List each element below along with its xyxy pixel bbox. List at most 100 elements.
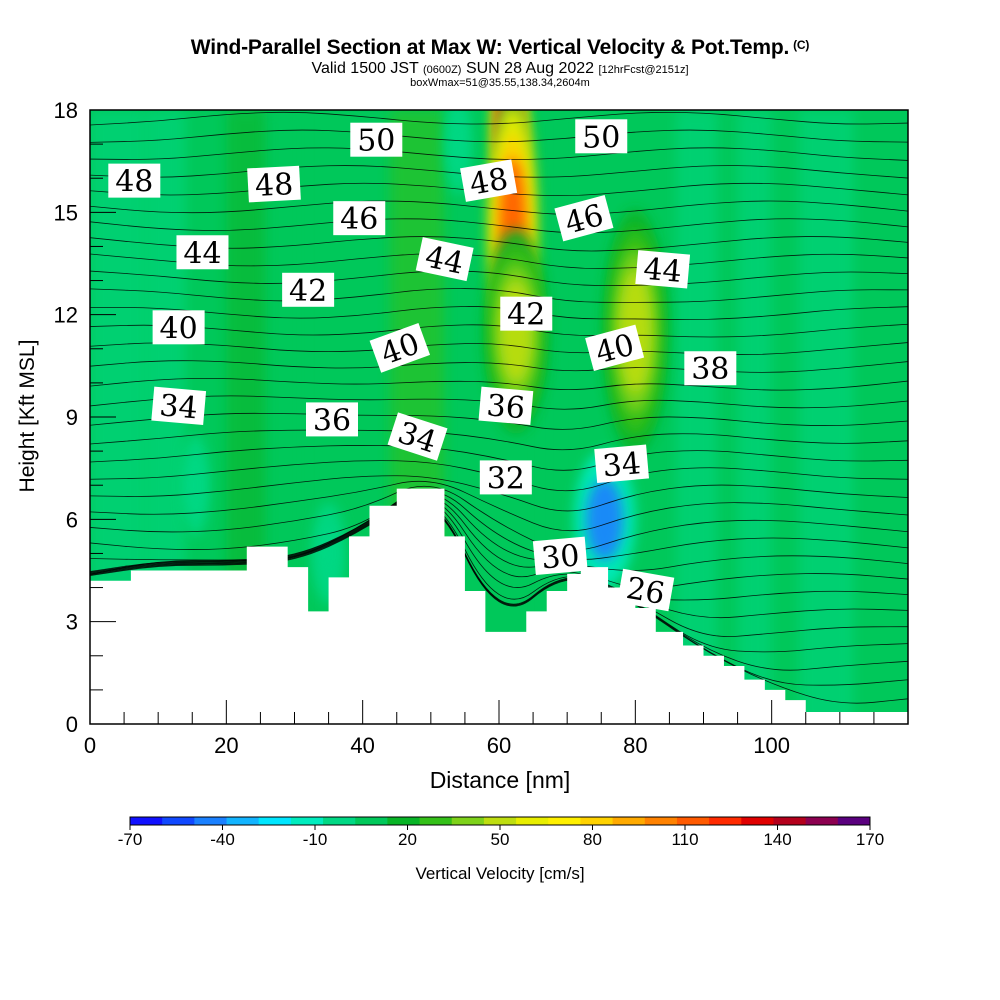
field-band bbox=[737, 110, 772, 724]
contour-label-box bbox=[617, 568, 675, 612]
theta-contour bbox=[90, 496, 908, 619]
contour-label-text: 50 bbox=[357, 124, 395, 159]
copyright-mark: (C) bbox=[793, 38, 810, 52]
contour-label: 30 bbox=[532, 536, 588, 576]
x-tick-label: 60 bbox=[487, 733, 511, 758]
contour-label: 26 bbox=[617, 568, 675, 612]
colorbar-tick-label: -40 bbox=[210, 830, 235, 849]
contour-label-text: 44 bbox=[422, 239, 467, 281]
chart-title-text: Wind-Parallel Section at Max W: Vertical… bbox=[190, 36, 790, 59]
contour-label-text: 34 bbox=[158, 388, 199, 426]
contour-label-text: 34 bbox=[601, 446, 642, 484]
contour-label-box bbox=[108, 163, 161, 198]
contour-label-box bbox=[176, 235, 229, 270]
y-axis-title: Height [Kft MSL] bbox=[16, 339, 39, 493]
contour-label: 44 bbox=[176, 235, 229, 271]
contour-label: 38 bbox=[684, 351, 737, 387]
contour-label-text: 32 bbox=[487, 461, 525, 496]
theta-contour bbox=[90, 498, 908, 637]
contour-label-box bbox=[532, 536, 588, 576]
contour-label: 48 bbox=[460, 159, 518, 203]
colorbar-tick-label: 110 bbox=[671, 830, 698, 849]
theta-contour bbox=[90, 360, 908, 373]
valid-time: Valid 1500 JST bbox=[311, 60, 419, 77]
contour-label-text: 42 bbox=[289, 274, 327, 309]
colorbar-swatch bbox=[419, 817, 453, 825]
x-tick-label: 80 bbox=[623, 733, 647, 758]
contour-label: 34 bbox=[151, 386, 207, 426]
colorbar-swatch bbox=[226, 817, 260, 825]
contour-label: 40 bbox=[152, 310, 205, 346]
theta-contour bbox=[90, 288, 908, 303]
contour-label: 48 bbox=[108, 163, 161, 200]
theta-contour bbox=[90, 129, 908, 143]
w-feature bbox=[187, 454, 204, 516]
colorbar-swatch bbox=[483, 817, 517, 825]
theta-contour bbox=[90, 429, 908, 451]
colorbar-tick-label: -10 bbox=[303, 830, 328, 849]
contour-label: 48 bbox=[247, 165, 301, 204]
colorbar-swatch bbox=[741, 817, 774, 825]
x-tick-label: 20 bbox=[214, 733, 238, 758]
contour-label: 50 bbox=[575, 119, 628, 155]
contour-label-box bbox=[575, 119, 628, 154]
colorbar-swatch bbox=[805, 817, 839, 825]
contour-label: 36 bbox=[305, 402, 358, 438]
colorbar-swatch bbox=[676, 817, 710, 825]
colorbar-swatch bbox=[644, 817, 678, 825]
w-feature bbox=[586, 478, 624, 561]
contour-label: 46 bbox=[333, 201, 386, 237]
colorbar-swatch bbox=[548, 817, 581, 825]
field-band bbox=[798, 110, 854, 724]
colorbar-tick-label: 50 bbox=[491, 830, 510, 849]
contour-label-text: 30 bbox=[540, 538, 581, 576]
contour-label-box bbox=[479, 460, 532, 495]
contour-label-text: 42 bbox=[507, 298, 545, 333]
contour-label-box bbox=[369, 322, 431, 373]
colorbar-swatch bbox=[580, 817, 614, 825]
contour-label-text: 50 bbox=[582, 120, 620, 155]
colorbar-swatch bbox=[355, 817, 388, 825]
colorbar-swatch bbox=[258, 817, 292, 825]
contour-label-text: 46 bbox=[340, 202, 378, 237]
contour-label-text: 36 bbox=[313, 403, 351, 438]
y-tick-label: 9 bbox=[66, 405, 78, 430]
y-tick-label: 15 bbox=[54, 200, 78, 225]
colorbar-swatch bbox=[162, 817, 195, 825]
contour-label-box bbox=[247, 165, 301, 203]
theta-contour bbox=[90, 490, 908, 560]
theta-contour bbox=[90, 495, 908, 601]
contour-label-box bbox=[635, 250, 691, 289]
theta-contour bbox=[90, 485, 908, 551]
contour-label-box bbox=[152, 310, 205, 345]
w-feature bbox=[318, 522, 339, 585]
contour-label-box bbox=[554, 195, 614, 242]
theta-contour bbox=[90, 218, 908, 234]
contour-label: 50 bbox=[350, 122, 403, 159]
contour-label: 34 bbox=[594, 444, 649, 484]
colorbar-title: Vertical Velocity [cm/s] bbox=[415, 864, 585, 883]
contour-label: 36 bbox=[478, 386, 534, 426]
contour-label-box bbox=[350, 122, 403, 157]
contour-label-box bbox=[478, 386, 534, 425]
contour-label-box bbox=[594, 444, 649, 483]
colorbar: -70 -40 -10 20 50 80 110 140 170 bbox=[118, 816, 884, 849]
x-tick-label: 100 bbox=[753, 733, 790, 758]
y-tick-label: 0 bbox=[66, 712, 78, 737]
contour-label-box bbox=[333, 201, 386, 236]
colorbar-tick-label: -70 bbox=[118, 830, 143, 849]
theta-contour bbox=[90, 492, 908, 571]
chart-title: Wind-Parallel Section at Max W: Vertical… bbox=[0, 36, 1000, 60]
x-axis-title: Distance [nm] bbox=[429, 767, 571, 793]
chart-subtitle: Valid 1500 JST (0600Z) SUN 28 Aug 2022 [… bbox=[0, 60, 1000, 78]
theta-contour bbox=[90, 480, 908, 532]
colorbar-swatch bbox=[709, 817, 742, 825]
contour-label-box bbox=[460, 159, 518, 202]
valid-utc: (0600Z) bbox=[422, 64, 462, 76]
colorbar-swatch bbox=[130, 817, 163, 825]
colorbar-swatch bbox=[290, 817, 324, 825]
box-info: boxWmax=51@35.55,138.34,2604m bbox=[410, 77, 590, 89]
contour-label-text: 44 bbox=[642, 252, 683, 290]
